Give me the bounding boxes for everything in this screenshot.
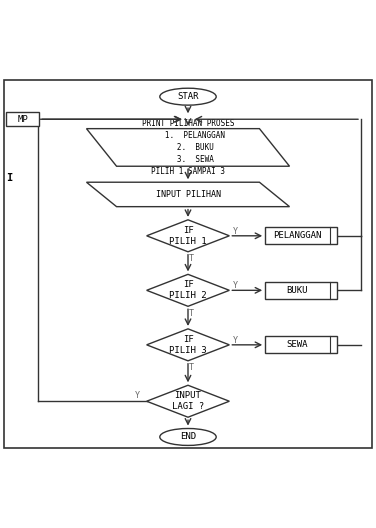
Polygon shape	[86, 182, 290, 206]
Polygon shape	[147, 385, 229, 417]
Bar	[265, 228, 337, 244]
Bar	[265, 282, 337, 299]
Text: I: I	[6, 173, 12, 183]
Text: T: T	[189, 308, 194, 317]
Text: IF
PILIH 3: IF PILIH 3	[169, 335, 207, 355]
Text: T: T	[189, 363, 194, 372]
Polygon shape	[147, 329, 229, 361]
Text: STAR: STAR	[177, 92, 199, 101]
Ellipse shape	[160, 88, 216, 105]
Text: Y: Y	[232, 281, 238, 290]
Text: INPUT PILIHAN: INPUT PILIHAN	[156, 190, 220, 199]
Text: Y: Y	[135, 391, 140, 400]
Text: T: T	[189, 254, 194, 263]
Text: Y: Y	[232, 336, 238, 345]
Text: Y: Y	[232, 227, 238, 236]
Bar	[6, 112, 39, 126]
Text: END: END	[180, 432, 196, 441]
Text: PELANGGAN: PELANGGAN	[273, 231, 321, 240]
Bar	[265, 336, 337, 353]
Text: MP: MP	[17, 115, 28, 124]
Text: INPUT
LAGI ?: INPUT LAGI ?	[172, 391, 204, 411]
Text: BUKU: BUKU	[287, 286, 308, 295]
Polygon shape	[147, 275, 229, 306]
Text: SEWA: SEWA	[287, 341, 308, 350]
Polygon shape	[147, 220, 229, 252]
Ellipse shape	[160, 429, 216, 446]
Text: IF
PILIH 1: IF PILIH 1	[169, 226, 207, 246]
Text: IF
PILIH 2: IF PILIH 2	[169, 280, 207, 300]
Polygon shape	[86, 129, 290, 166]
Text: PRINT PILIHAN PROSES
   1.  PELANGGAN
   2.  BUKU
   3.  SEWA
PILIH 1 SAMPAI 3: PRINT PILIHAN PROSES 1. PELANGGAN 2. BUK…	[142, 119, 234, 175]
